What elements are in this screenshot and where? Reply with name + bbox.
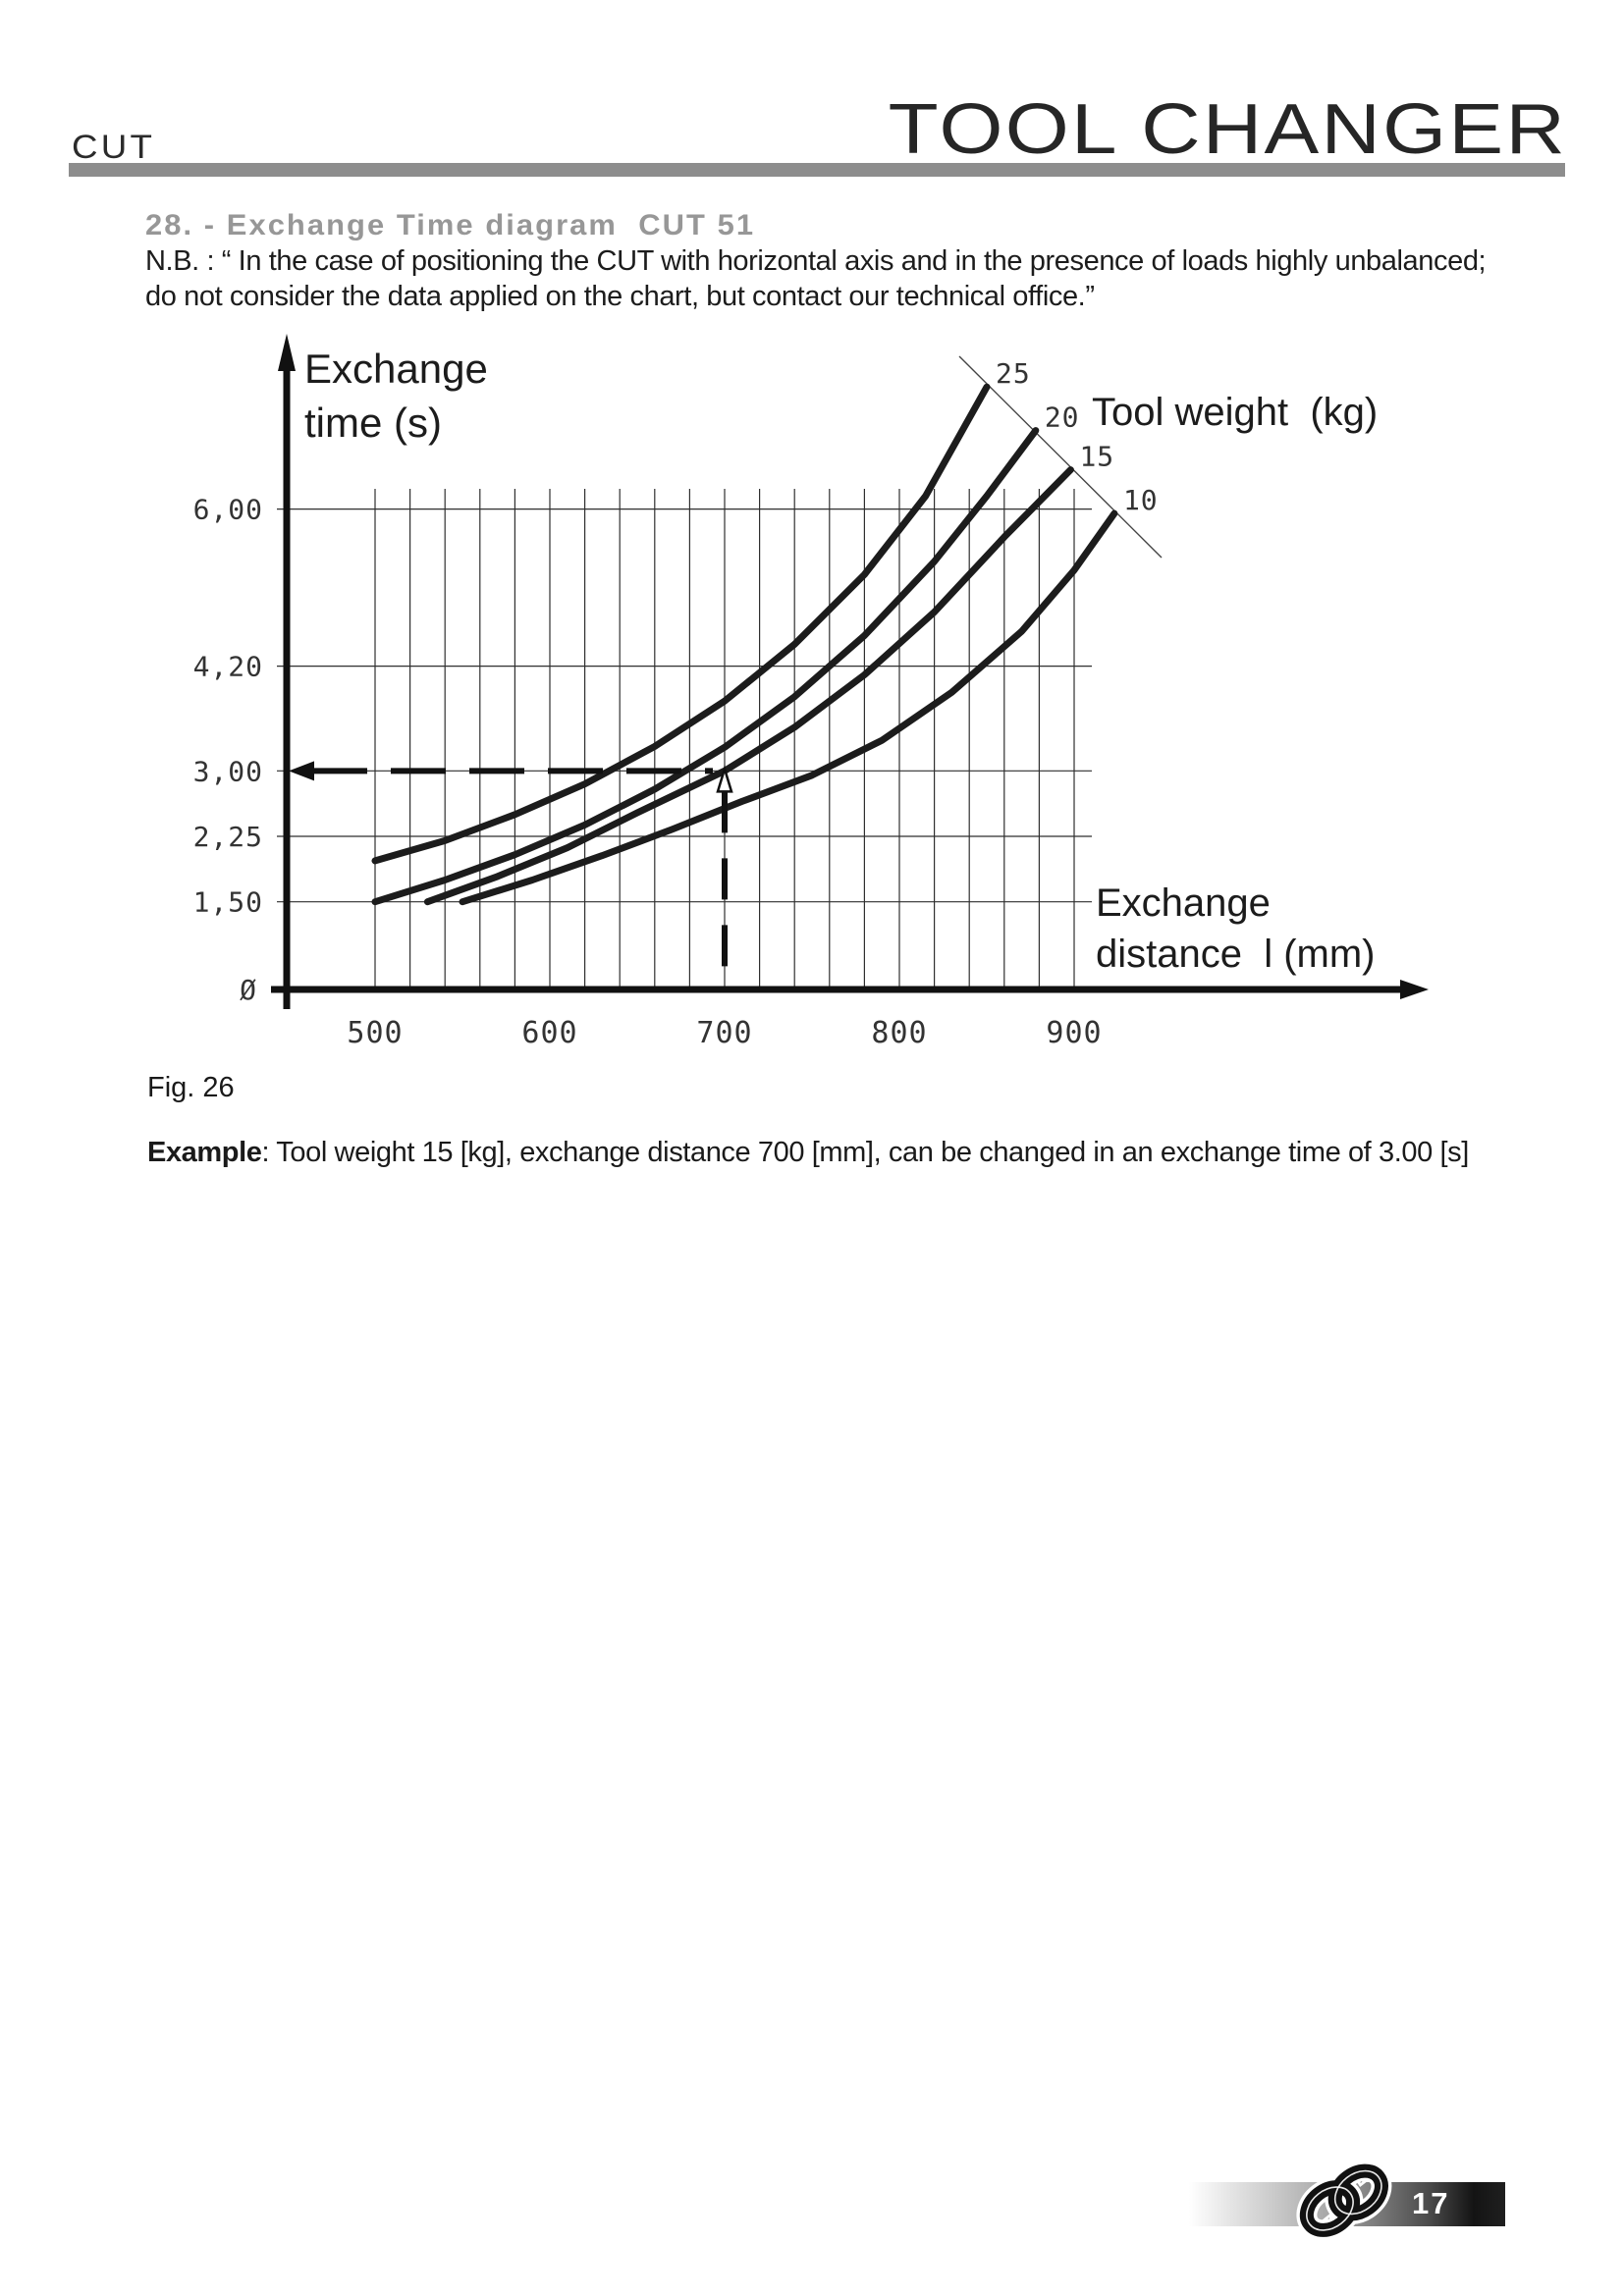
y-tick-label: 4,20 xyxy=(193,651,263,683)
page-title: TOOL CHANGER xyxy=(888,90,1567,169)
y-tick-label: 6,00 xyxy=(193,494,263,526)
y-tick-label: 2,25 xyxy=(193,821,263,853)
brand-logo-knot-icon xyxy=(1296,2161,1393,2241)
curve-20kg xyxy=(371,427,1040,906)
x-tick-label: 800 xyxy=(871,1016,927,1050)
y-axis-title-line1: Exchange xyxy=(304,346,488,392)
example-label: Example xyxy=(147,1137,262,1168)
x-tick-label: 700 xyxy=(696,1016,752,1050)
curve-15kg xyxy=(423,466,1074,906)
figure-caption: Fig. 26 xyxy=(147,1072,235,1103)
curve-25kg xyxy=(371,383,991,865)
x-tick-label: 900 xyxy=(1046,1016,1102,1050)
y-tick-label: 3,00 xyxy=(193,755,263,787)
y-tick-label-zero: Ø xyxy=(240,974,257,1006)
section-heading: 28. - Exchange Time diagram CUT 51 xyxy=(145,209,756,241)
example-line: Example: Tool weight 15 [kg], exchange d… xyxy=(147,1137,1469,1169)
y-tick-label: 1,50 xyxy=(193,886,263,919)
tool-weight-legend-title: Tool weight (kg) xyxy=(1092,391,1379,434)
example-text: : Tool weight 15 [kg], exchange distance… xyxy=(261,1137,1470,1168)
note-line-2: do not consider the data applied on the … xyxy=(145,281,1095,312)
curve-label-25: 25 xyxy=(996,357,1031,390)
x-axis-title-line2: distance l (mm) xyxy=(1096,933,1376,976)
weight-leader-line xyxy=(958,355,1163,559)
example-arrowhead-icon xyxy=(289,761,314,781)
curve-label-10: 10 xyxy=(1123,484,1159,516)
curve-10kg xyxy=(459,509,1118,906)
y-axis-title-line2: time (s) xyxy=(304,400,442,446)
note-line-1: N.B. : “ In the case of positioning the … xyxy=(145,245,1487,277)
x-tick-label: 500 xyxy=(347,1016,403,1050)
x-axis-title-line1: Exchange xyxy=(1096,881,1271,925)
product-code-label: CUT xyxy=(72,129,156,166)
exchange-time-chart: 6,00 4,20 3,00 2,25 1,50 Ø 500 600 700 800 900 25 20… xyxy=(193,334,1429,1050)
example-point-marker xyxy=(716,765,733,793)
y-axis-arrowhead-icon xyxy=(278,334,296,371)
header-rule xyxy=(69,163,1565,177)
curve-label-20: 20 xyxy=(1045,401,1080,434)
page-number: 17 xyxy=(1412,2186,1450,2220)
x-tick-label: 600 xyxy=(521,1016,577,1050)
curve-label-15: 15 xyxy=(1079,441,1114,473)
x-axis-arrowhead-icon xyxy=(1400,980,1429,999)
